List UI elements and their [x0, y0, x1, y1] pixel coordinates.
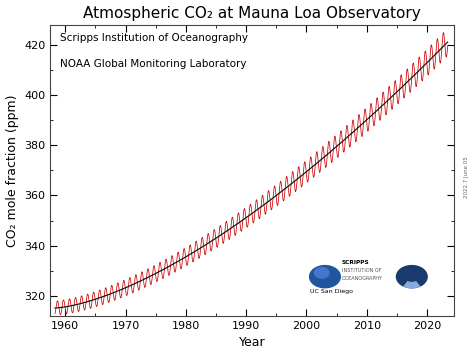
Text: OCEANOGRAPHY: OCEANOGRAPHY: [342, 276, 383, 281]
Circle shape: [310, 266, 340, 288]
Circle shape: [396, 266, 427, 288]
Wedge shape: [404, 282, 419, 288]
Text: SCRIPPS: SCRIPPS: [342, 260, 370, 264]
Text: UC San Diego: UC San Diego: [310, 289, 353, 294]
Circle shape: [314, 268, 329, 278]
Text: Scripps Institution of Oceanography: Scripps Institution of Oceanography: [60, 33, 248, 43]
Y-axis label: CO₂ mole fraction (ppm): CO₂ mole fraction (ppm): [6, 94, 18, 246]
Text: NOAA Global Monitoring Laboratory: NOAA Global Monitoring Laboratory: [60, 60, 247, 70]
Title: Atmospheric CO₂ at Mauna Loa Observatory: Atmospheric CO₂ at Mauna Loa Observatory: [83, 6, 421, 21]
Text: INSTITUTION OF: INSTITUTION OF: [342, 268, 381, 273]
Text: 2022.7 June 05: 2022.7 June 05: [465, 157, 469, 198]
X-axis label: Year: Year: [239, 337, 265, 349]
